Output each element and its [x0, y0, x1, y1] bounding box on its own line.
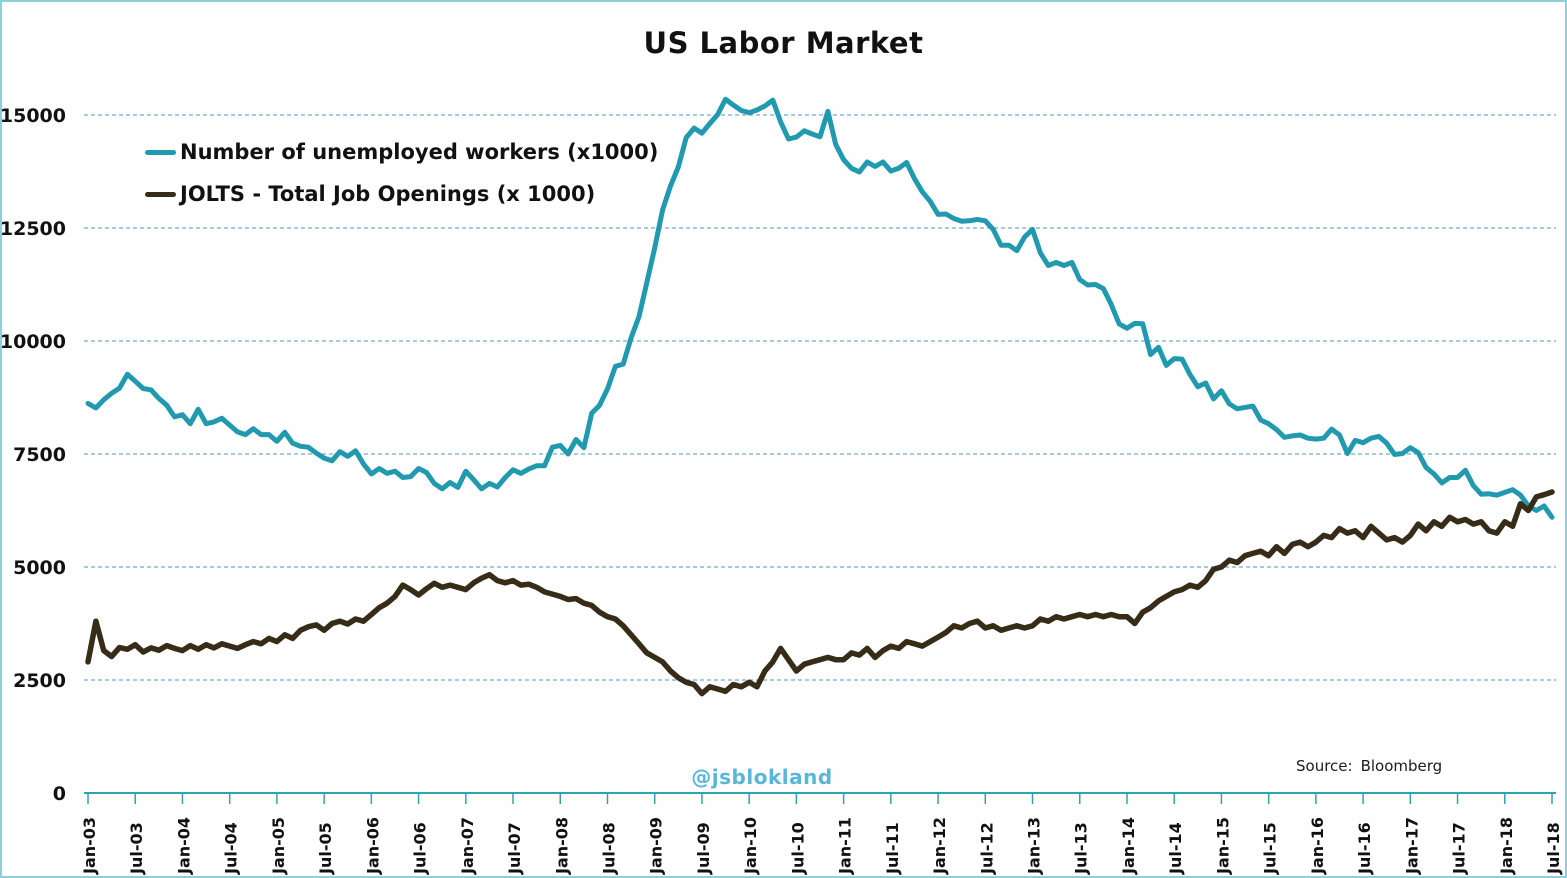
x-tick-label-Jul-17: Jul-17	[1450, 822, 1469, 875]
y-tick-label-0: 0	[53, 783, 66, 805]
x-tick-label-Jan-16: Jan-16	[1308, 817, 1327, 875]
y-tick-label-5000: 5000	[13, 557, 66, 579]
y-tick-label-10000: 10000	[0, 331, 66, 353]
x-tick-label-Jan-12: Jan-12	[930, 817, 949, 875]
x-tick-label-Jul-09: Jul-09	[694, 822, 713, 875]
legend-label-jolts: JOLTS - Total Job Openings (x 1000)	[180, 182, 596, 206]
y-tick-label-7500: 7500	[13, 444, 66, 466]
legend-item-unemployed: Number of unemployed workers (x1000)	[145, 131, 658, 173]
x-tick-label-Jul-07: Jul-07	[505, 822, 524, 875]
legend: Number of unemployed workers (x1000) JOL…	[145, 131, 658, 215]
x-tick-label-Jan-03: Jan-03	[80, 817, 99, 875]
legend-swatch-jolts-icon	[145, 191, 176, 197]
y-tick-label-15000: 15000	[0, 105, 66, 127]
source-note: Source: Bloomberg	[1296, 757, 1442, 775]
legend-label-unemployed: Number of unemployed workers (x1000)	[180, 140, 659, 164]
x-tick-label-Jan-17: Jan-17	[1402, 817, 1421, 875]
x-tick-label-Jan-10: Jan-10	[741, 817, 760, 875]
y-tick-label-2500: 2500	[13, 670, 66, 692]
x-tick-label-Jul-04: Jul-04	[222, 822, 241, 875]
x-tick-label-Jan-08: Jan-08	[552, 817, 571, 875]
chart-title: US Labor Market	[643, 26, 924, 60]
x-tick-label-Jul-16: Jul-16	[1355, 822, 1374, 875]
series-jolts-line	[85, 489, 1555, 697]
watermark: @jsblokland	[691, 765, 833, 789]
x-tick-label-Jul-15: Jul-15	[1261, 822, 1280, 875]
source-label: Source:	[1296, 757, 1353, 775]
x-tick-label-Jan-18: Jan-18	[1497, 817, 1516, 875]
x-tick-label-Jan-04: Jan-04	[174, 817, 193, 875]
x-tick-label-Jul-08: Jul-08	[599, 822, 618, 875]
x-tick-label-Jul-10: Jul-10	[788, 822, 807, 875]
x-tick-label-Jan-07: Jan-07	[458, 817, 477, 875]
y-tick-label-12500: 12500	[0, 218, 66, 240]
x-tick-label-Jan-06: Jan-06	[363, 817, 382, 875]
x-tick-label-Jul-05: Jul-05	[316, 822, 335, 875]
x-tick-label-Jan-11: Jan-11	[836, 817, 855, 875]
x-tick-label-Jan-05: Jan-05	[269, 817, 288, 875]
x-tick-label-Jan-13: Jan-13	[1025, 817, 1044, 875]
x-tick-label-Jan-15: Jan-15	[1213, 817, 1232, 875]
x-tick-label-Jul-13: Jul-13	[1072, 822, 1091, 875]
x-tick-label-Jul-18: Jul-18	[1544, 822, 1563, 875]
legend-swatch-unemployed-icon	[145, 149, 176, 155]
x-tick-label-Jan-09: Jan-09	[647, 817, 666, 875]
x-tick-label-Jul-12: Jul-12	[977, 822, 996, 875]
x-tick-label-Jul-06: Jul-06	[411, 822, 430, 875]
legend-item-jolts: JOLTS - Total Job Openings (x 1000)	[145, 173, 658, 215]
x-tick-label-Jul-11: Jul-11	[883, 822, 902, 875]
source-value: Bloomberg	[1360, 757, 1443, 775]
x-tick-label-Jul-03: Jul-03	[127, 822, 146, 875]
series-unemployed-line	[85, 96, 1555, 520]
x-tick-label-Jan-14: Jan-14	[1119, 817, 1138, 875]
x-tick-label-Jul-14: Jul-14	[1166, 822, 1185, 875]
